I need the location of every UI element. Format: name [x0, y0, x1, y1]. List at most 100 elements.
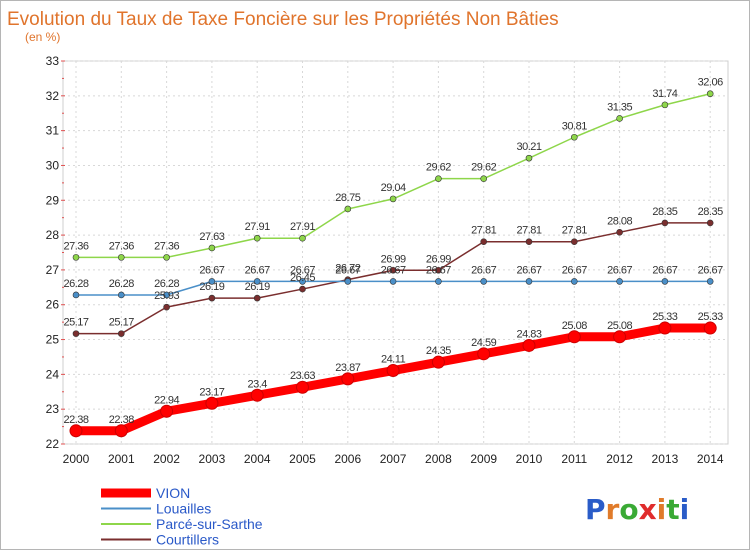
data-label-parc-sur-sarthe: 29.04: [381, 182, 406, 194]
legend-label-louailles: Louailles: [156, 501, 211, 517]
data-point-louailles: [389, 278, 397, 285]
data-point-louailles: [435, 278, 442, 285]
logo-letter: x: [639, 493, 657, 526]
data-point-parc-sur-sarthe: [118, 254, 125, 261]
data-point-louailles: [616, 278, 623, 285]
data-label-louailles: 26.28: [154, 278, 179, 290]
data-label-vion: 22.94: [154, 394, 179, 406]
data-point-vion: [205, 396, 219, 410]
data-label-courtillers: 25.17: [63, 317, 88, 329]
logo-letter: t: [666, 493, 679, 526]
x-tick-label: 2002: [153, 452, 180, 466]
data-point-louailles: [344, 278, 352, 285]
data-point-courtillers: [208, 294, 216, 302]
data-point-louailles: [118, 291, 125, 299]
data-label-vion: 24.59: [471, 337, 496, 349]
data-label-parc-sur-sarthe: 28.75: [335, 192, 360, 204]
data-point-louailles: [208, 278, 216, 285]
data-point-louailles: [661, 278, 669, 285]
data-label-vion: 24.11: [381, 354, 406, 366]
y-tick-label: 27: [46, 263, 60, 277]
data-label-courtillers: 27.81: [562, 225, 587, 237]
data-label-courtillers: 27.81: [516, 225, 541, 237]
data-label-parc-sur-sarthe: 27.91: [245, 221, 270, 233]
data-label-courtillers: 28.35: [652, 206, 677, 218]
y-tick-label: 23: [46, 402, 60, 416]
y-tick-label: 32: [46, 89, 60, 103]
data-point-vion: [522, 338, 536, 352]
data-point-louailles: [570, 278, 578, 285]
x-tick-label: 2011: [561, 452, 587, 466]
data-label-vion: 23.17: [199, 386, 224, 398]
data-point-parc-sur-sarthe: [480, 175, 488, 182]
data-label-vion: 25.33: [652, 311, 677, 323]
data-label-courtillers: 27.81: [471, 225, 496, 237]
data-label-parc-sur-sarthe: 31.74: [652, 88, 677, 100]
data-label-courtillers: 26.19: [199, 281, 224, 293]
data-label-louailles: 26.67: [245, 264, 270, 276]
data-point-parc-sur-sarthe: [72, 254, 80, 261]
data-point-courtillers: [525, 238, 533, 246]
plot-background: [62, 60, 729, 445]
data-label-louailles: 26.67: [199, 264, 224, 276]
data-label-vion: 23.63: [290, 370, 315, 382]
x-tick-label: 2006: [334, 452, 361, 466]
data-point-vion: [431, 355, 445, 369]
data-point-parc-sur-sarthe: [706, 90, 714, 98]
data-point-louailles: [706, 278, 714, 285]
data-label-parc-sur-sarthe: 27.91: [290, 221, 315, 233]
data-label-louailles: 26.67: [607, 264, 632, 276]
data-point-parc-sur-sarthe: [616, 115, 623, 122]
plot-area: 22 23 24 25 26 27 28 29 30 31 32 33 2000 2001 2002 2003…: [46, 54, 729, 466]
data-point-vion: [250, 388, 264, 402]
data-label-parc-sur-sarthe: 27.63: [199, 231, 224, 243]
legend-label-courtillers: Courtillers: [156, 532, 219, 548]
data-label-parc-sur-sarthe: 32.06: [698, 77, 723, 89]
data-label-vion: 23.4: [247, 378, 267, 390]
data-point-vion: [341, 372, 355, 386]
y-tick-label: 22: [46, 437, 60, 451]
data-label-parc-sur-sarthe: 29.62: [426, 162, 451, 174]
data-point-louailles: [72, 291, 80, 299]
data-point-vion: [567, 330, 581, 344]
data-label-parc-sur-sarthe: 29.62: [471, 162, 496, 174]
data-label-vion: 25.08: [607, 320, 632, 332]
data-label-courtillers: 26.99: [426, 253, 451, 265]
data-label-louailles: 26.67: [516, 264, 541, 276]
data-point-vion: [114, 424, 128, 438]
data-point-courtillers: [661, 219, 669, 227]
x-tick-label: 2009: [470, 452, 497, 466]
logo-letter: i: [657, 493, 667, 526]
data-point-vion: [613, 330, 627, 344]
data-label-louailles: 26.28: [109, 278, 134, 290]
data-point-parc-sur-sarthe: [570, 133, 578, 141]
data-label-parc-sur-sarthe: 30.21: [516, 141, 541, 153]
x-tick-label: 2000: [63, 452, 90, 466]
data-point-parc-sur-sarthe: [435, 175, 442, 182]
data-label-louailles: 26.67: [652, 264, 677, 276]
logo-letter: r: [606, 493, 620, 526]
data-label-courtillers: 25.93: [154, 290, 179, 302]
data-label-parc-sur-sarthe: 27.36: [109, 240, 134, 252]
data-point-courtillers: [435, 266, 442, 274]
data-point-vion: [658, 321, 672, 335]
y-tick-label: 29: [46, 193, 60, 207]
data-point-vion: [160, 404, 174, 418]
x-tick-label: 2013: [652, 452, 679, 466]
data-point-louailles: [163, 291, 170, 299]
data-point-parc-sur-sarthe: [163, 254, 170, 261]
x-tick-label: 2014: [697, 452, 724, 466]
data-label-parc-sur-sarthe: 30.81: [562, 120, 587, 132]
data-label-vion: 22.38: [109, 414, 134, 426]
data-point-parc-sur-sarthe: [525, 154, 533, 162]
data-point-vion: [296, 380, 309, 394]
data-point-courtillers: [118, 330, 125, 337]
data-point-courtillers: [299, 285, 306, 293]
x-tick-label: 2007: [380, 452, 407, 466]
data-point-louailles: [299, 278, 306, 285]
legend-label-parc-sur-sarthe: Parcé-sur-Sarthe: [156, 516, 263, 532]
data-point-courtillers: [706, 219, 714, 227]
